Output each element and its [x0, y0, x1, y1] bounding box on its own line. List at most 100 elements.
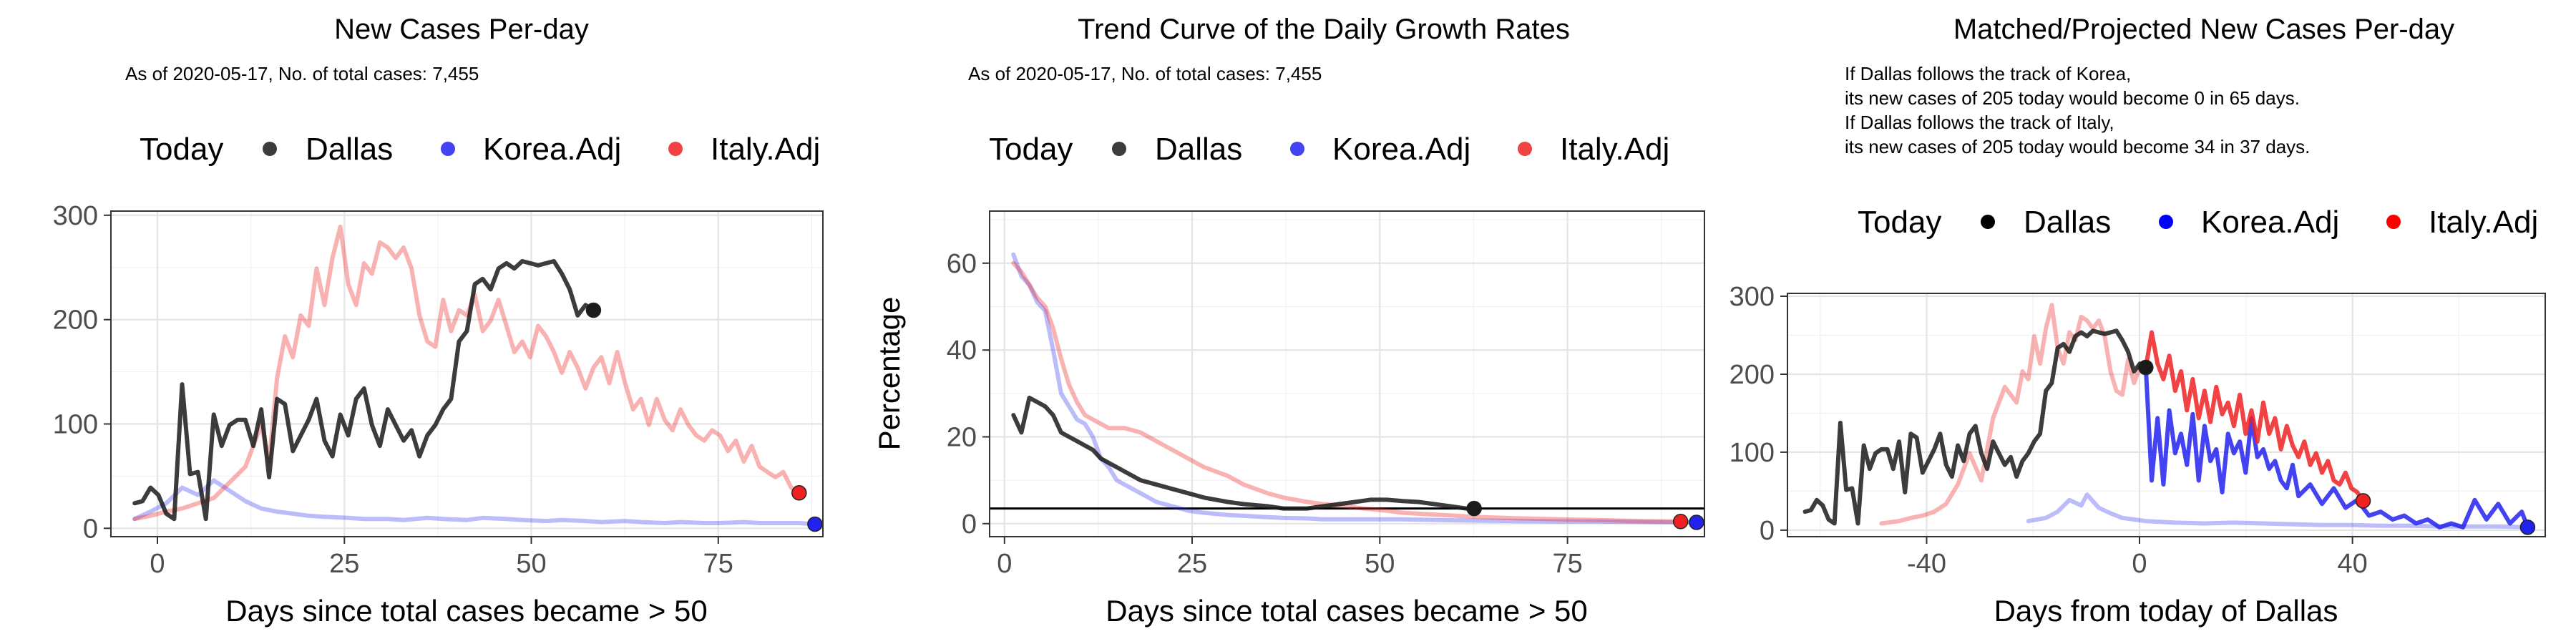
legend-key-korea	[441, 142, 455, 156]
x-axis: -40 0 40 Days from today of Dallas	[1907, 537, 2368, 628]
panel-subtitle: As of 2020-05-17, No. of total cases: 7,…	[968, 63, 1322, 84]
series-line-korea-adj	[2026, 492, 2530, 530]
legend-key-korea	[1290, 142, 1304, 156]
x-tick-label: 0	[2132, 549, 2147, 579]
x-tick-label: 25	[329, 549, 359, 579]
series-line-italy-adj	[132, 224, 801, 522]
legend: Today Dallas Korea.Adj Italy.Adj	[140, 132, 820, 167]
grid-major	[1787, 293, 2545, 537]
x-axis-title: Days since total cases became > 50	[1106, 594, 1588, 628]
y-tick-label: 0	[962, 509, 977, 540]
series-line-italy-adj	[1011, 260, 1683, 524]
legend-key-italy	[668, 142, 683, 156]
legend-label-italy: Italy.Adj	[1560, 132, 1669, 167]
legend-key-korea	[2159, 215, 2173, 229]
y-tick-label: 200	[53, 306, 98, 336]
panel-subtitle-line: its new cases of 205 today would become …	[1845, 87, 2300, 109]
legend-key-italy	[2386, 215, 2401, 229]
panel-subtitle: As of 2020-05-17, No. of total cases: 7,…	[125, 63, 479, 84]
x-axis-title: Days from today of Dallas	[1994, 594, 2338, 628]
today-marker-korea-adj	[1689, 514, 1704, 530]
grid-major	[990, 211, 1704, 537]
legend-label-italy: Italy.Adj	[2429, 205, 2538, 240]
x-axis: 0 25 50 75 Days since total cases became…	[997, 537, 1588, 628]
series-line-dallas	[1011, 395, 1477, 511]
x-tick-label: -40	[1907, 549, 1946, 579]
y-tick-label: 40	[947, 336, 977, 366]
x-tick-label: 50	[1365, 549, 1395, 579]
today-marker-italy-adj	[2355, 493, 2371, 509]
series-line-dallas	[1802, 328, 2148, 526]
x-tick-label: 50	[516, 549, 546, 579]
grid	[1787, 293, 2545, 537]
series-line-korea-adj	[132, 478, 817, 527]
grid-major	[111, 211, 823, 537]
x-axis-title: Days since total cases became > 50	[225, 594, 708, 628]
today-marker-dallas	[2138, 359, 2154, 376]
series-line-dallas	[132, 259, 596, 522]
legend-label-italy: Italy.Adj	[711, 132, 820, 167]
y-tick-label: 20	[947, 423, 977, 453]
series-layer	[1011, 252, 1704, 530]
x-tick-label: 40	[2337, 549, 2367, 579]
today-marker-dallas	[585, 302, 602, 318]
legend-key-dallas	[1981, 215, 1995, 229]
today-marker-italy-adj	[791, 485, 807, 501]
y-tick-label: 60	[947, 249, 977, 279]
legend-label-dallas: Dallas	[306, 132, 393, 167]
legend-title: Today	[140, 132, 223, 167]
panel-border	[1787, 293, 2546, 537]
x-tick-label: 75	[1552, 549, 1582, 579]
legend-key-dallas	[263, 142, 277, 156]
panel-border	[110, 210, 824, 537]
x-tick-label: 0	[150, 549, 165, 579]
legend-label-dallas: Dallas	[2024, 205, 2111, 240]
series-layer	[1802, 303, 2536, 535]
grid	[111, 211, 823, 537]
panel-subtitle-line: If Dallas follows the track of Italy,	[1845, 112, 2114, 133]
today-marker-italy-adj	[1672, 514, 1689, 530]
x-tick-label: 0	[997, 549, 1012, 579]
legend-key-italy	[1518, 142, 1532, 156]
legend: Today Dallas Korea.Adj Italy.Adj	[989, 132, 1669, 167]
series-line-korea-adj-projection	[2143, 365, 2530, 530]
plot-area	[110, 210, 824, 537]
y-tick-label: 200	[1729, 360, 1775, 390]
y-axis: 0 100 200 300	[1729, 282, 1787, 546]
legend-title: Today	[1858, 205, 1941, 240]
x-axis: 0 25 50 75 Days since total cases became…	[150, 537, 733, 628]
panel-projected-cases: Matched/Projected New Cases Per-day If D…	[1729, 14, 2546, 628]
grid-minor	[990, 211, 1704, 537]
panel-subtitle-line: its new cases of 205 today would become …	[1845, 136, 2310, 157]
legend-label-korea: Korea.Adj	[1332, 132, 1470, 167]
panel-new-cases: New Cases Per-day As of 2020-05-17, No. …	[53, 14, 824, 628]
series-line-italy-adj-projection	[2143, 330, 2366, 503]
grid-minor	[1787, 293, 2545, 537]
y-tick-label: 0	[83, 514, 98, 544]
y-axis-title: Percentage	[872, 297, 906, 451]
plot-area	[989, 210, 1705, 537]
grid-minor	[111, 211, 823, 537]
panel-title: Trend Curve of the Daily Growth Rates	[1078, 14, 1570, 45]
legend: Today Dallas Korea.Adj Italy.Adj	[1858, 205, 2538, 240]
panel-title: New Cases Per-day	[334, 14, 589, 45]
y-tick-label: 100	[1729, 438, 1775, 468]
panel-border	[989, 210, 1705, 537]
plot-area	[1787, 293, 2546, 537]
x-tick-label: 25	[1177, 549, 1207, 579]
legend-label-dallas: Dallas	[1155, 132, 1242, 167]
y-axis: 0 20 40 60 Percentage	[872, 249, 990, 540]
series-line-italy-adj	[1879, 303, 2148, 526]
grid	[990, 211, 1704, 537]
y-tick-label: 100	[53, 410, 98, 440]
x-tick-label: 75	[703, 549, 733, 579]
legend-label-korea: Korea.Adj	[483, 132, 621, 167]
panel-title: Matched/Projected New Cases Per-day	[1953, 14, 2454, 45]
series-layer	[132, 224, 823, 532]
today-marker-dallas	[1466, 500, 1482, 517]
today-marker-korea-adj	[807, 516, 823, 532]
y-tick-label: 300	[53, 201, 98, 231]
panel-growth-rates: Trend Curve of the Daily Growth Rates As…	[872, 14, 1705, 628]
legend-label-korea: Korea.Adj	[2201, 205, 2339, 240]
